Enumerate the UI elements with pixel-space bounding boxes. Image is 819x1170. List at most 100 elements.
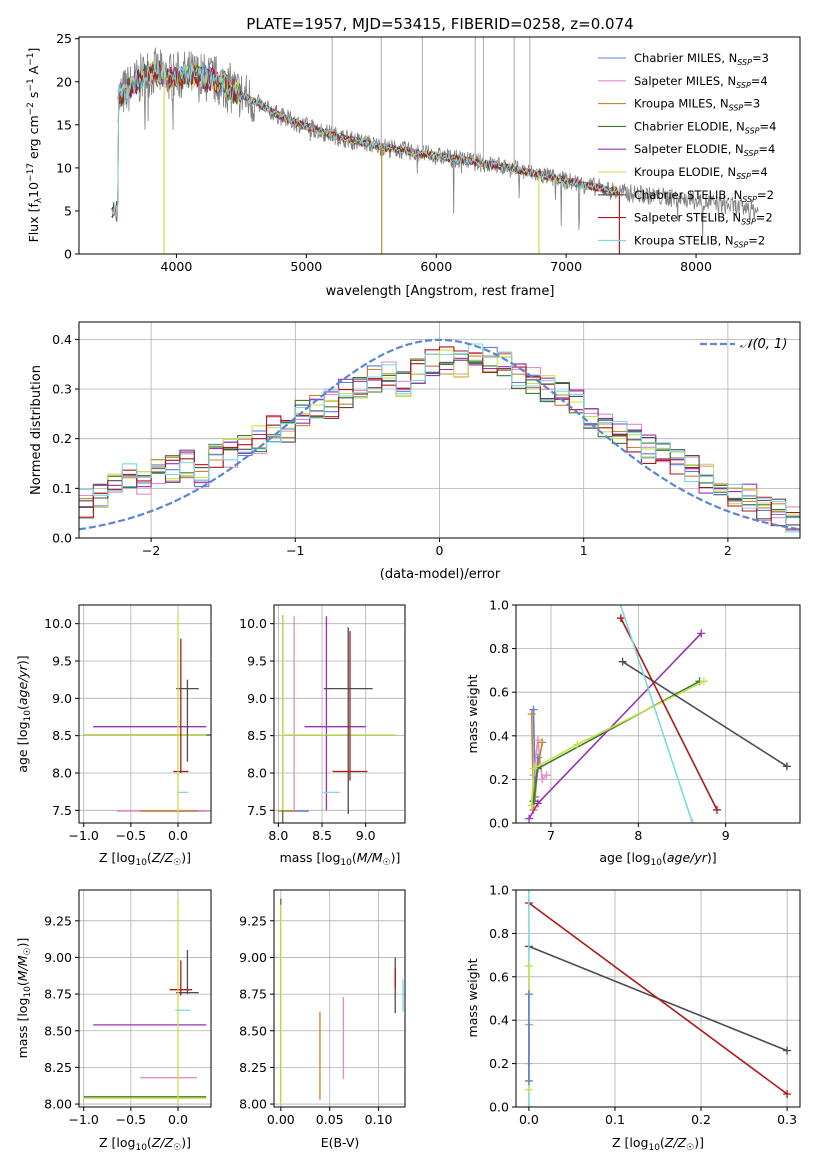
mass-vs-ebv-x-label: E(B-V) xyxy=(321,1135,360,1150)
y-tick-label: 25 xyxy=(56,31,72,46)
y-tick-label: 0.2 xyxy=(52,431,72,446)
x-tick-label: 0.10 xyxy=(365,1112,393,1127)
x-tick-label: 0.0 xyxy=(168,1112,188,1127)
y-tick-label: 8.00 xyxy=(239,1097,267,1112)
weight-marker xyxy=(783,1089,792,1098)
y-tick-label: 1.0 xyxy=(489,883,509,898)
residual-x-label: (data-model)/error xyxy=(380,567,501,582)
x-tick-label: −0.5 xyxy=(116,828,146,843)
weight-marker xyxy=(538,738,547,747)
x-tick-label: 9 xyxy=(722,828,730,843)
weight-marker xyxy=(533,736,542,745)
y-tick-label: 8.50 xyxy=(239,1023,267,1038)
y-tick-label: 0.0 xyxy=(489,1100,509,1115)
age-vs-z-x-label: Z [log10(Z/Z☉)] xyxy=(99,850,191,868)
x-tick-label: 2 xyxy=(724,543,732,558)
x-tick-label: 0 xyxy=(436,543,444,558)
y-tick-label: 8.75 xyxy=(44,987,72,1002)
weight-marker xyxy=(524,1103,533,1107)
y-tick-label: 0.6 xyxy=(489,969,509,984)
residual-panel: (data-model)/error Normed distribution −… xyxy=(29,321,801,582)
y-tick-label: 7.5 xyxy=(247,803,267,818)
residual-histogram xyxy=(79,343,800,533)
weight-marker xyxy=(573,740,582,749)
spectrum-panel: PLATE=1957, MJD=53415, FIBERID=0258, z=0… xyxy=(26,15,801,299)
x-tick-label: 5000 xyxy=(290,259,322,274)
age-vs-z-y-label: age [log10(age/yr)] xyxy=(15,655,33,772)
x-tick-label: 8 xyxy=(634,828,642,843)
x-tick-label: −0.5 xyxy=(116,1112,146,1127)
y-tick-label: 9.0 xyxy=(52,691,72,706)
mass-vs-z-y-label: mass [log10(M/M☉)] xyxy=(15,938,33,1059)
y-tick-label: 9.00 xyxy=(239,950,267,965)
weight-marker xyxy=(524,890,533,894)
y-tick-label: 0.3 xyxy=(52,382,72,397)
weight-marker xyxy=(529,764,538,773)
x-tick-label: −1.0 xyxy=(69,1112,99,1127)
x-tick-label: 7 xyxy=(547,828,555,843)
age-vs-Z-plot xyxy=(79,605,211,823)
weight-vs-age-x-label: age [log10(age/yr)] xyxy=(599,850,716,868)
y-tick-label: 0 xyxy=(64,247,72,262)
residuals-plot xyxy=(79,322,800,538)
y-tick-label: 0.4 xyxy=(489,1013,509,1028)
legend-entry: Salpeter STELIB, NSSP=2 xyxy=(634,211,773,227)
residual-histogram xyxy=(79,346,800,527)
x-tick-label: 1 xyxy=(580,543,588,558)
legend-entry: Chabrier STELIB, NSSP=2 xyxy=(634,188,774,204)
legend-entry: Chabrier ELODIE, NSSP=4 xyxy=(634,119,776,135)
mass-vs-Z-plot xyxy=(79,890,211,1107)
y-tick-label: 8.0 xyxy=(247,765,267,780)
y-tick-label: 0.0 xyxy=(52,531,72,546)
weight-line xyxy=(620,617,718,811)
weight-vs-z-y-label: mass weight xyxy=(465,958,480,1037)
y-tick-label: 8.00 xyxy=(44,1097,72,1112)
y-tick-label: 8.25 xyxy=(44,1060,72,1075)
x-tick-label: 8.5 xyxy=(312,828,332,843)
y-tick-label: 10.0 xyxy=(44,616,72,631)
mass-vs-ebv-frame xyxy=(273,889,406,1108)
age-vs-z-panel: −1.0 −0.5 0.0 7.5 8.0 8.5 9.0 9.5 10.0 Z [log10(… xyxy=(15,604,212,868)
y-tick-label: 9.25 xyxy=(44,913,72,928)
weight-vs-z-frame xyxy=(515,889,801,1108)
legend-entry: Kroupa STELIB, NSSP=2 xyxy=(634,233,765,249)
x-tick-label: 7000 xyxy=(550,259,582,274)
age-vs-mass-panel: 8.0 8.5 9.07.58.08.59.09.510.0 mass [log10… xyxy=(239,604,406,868)
y-tick-label: 0.2 xyxy=(489,772,509,787)
y-tick-label: 10 xyxy=(56,160,72,175)
age-vs-mass-x-label: mass [log10(M/M☉)] xyxy=(280,850,401,868)
weight-marker xyxy=(524,1076,533,1085)
spectrum-x-label: wavelength [Angstrom, rest frame] xyxy=(326,284,555,299)
y-tick-label: 0.2 xyxy=(489,1056,509,1071)
weight-marker xyxy=(525,814,534,823)
legend-entry: Salpeter ELODIE, NSSP=4 xyxy=(634,142,775,158)
weight-marker xyxy=(527,801,536,810)
y-tick-label: 10.0 xyxy=(239,616,267,631)
y-tick-label: 1.0 xyxy=(489,598,509,613)
y-tick-label: 15 xyxy=(56,117,72,132)
y-tick-label: 8.5 xyxy=(247,728,267,743)
weight-line xyxy=(530,680,705,806)
y-tick-label: 0.4 xyxy=(489,728,509,743)
weight-marker xyxy=(524,990,533,999)
weight-line xyxy=(622,661,788,767)
weight-line xyxy=(528,902,788,1095)
weight-vs-z-panel: 0.0 0.1 0.2 0.3 0.0 0.2 0.4 0.6 0.8 1.0 Z [log10(… xyxy=(465,883,801,1153)
weight-vs-Z-plot xyxy=(516,890,800,1107)
weight-line xyxy=(619,605,694,823)
age-vs-mass-frame xyxy=(273,604,406,824)
mass-vs-z-panel: −1.0 −0.5 0.0 8.00 8.25 8.50 8.75 9.00 9.25 Z [l… xyxy=(15,889,212,1153)
weight-marker xyxy=(783,1046,792,1055)
weight-marker xyxy=(688,819,697,823)
mass-vs-z-frame xyxy=(78,889,212,1108)
weight-marker xyxy=(538,775,547,784)
y-tick-label: 8.75 xyxy=(239,987,267,1002)
x-tick-label: −1.0 xyxy=(69,828,99,843)
spectrum-frame xyxy=(78,36,801,255)
residual-y-label: Normed distribution xyxy=(29,365,44,495)
weight-marker xyxy=(529,705,538,714)
weight-marker xyxy=(529,797,538,806)
y-tick-label: 9.5 xyxy=(52,653,72,668)
spectrum-title: PLATE=1957, MJD=53415, FIBERID=0258, z=0… xyxy=(246,15,633,33)
y-tick-label: 20 xyxy=(56,74,72,89)
